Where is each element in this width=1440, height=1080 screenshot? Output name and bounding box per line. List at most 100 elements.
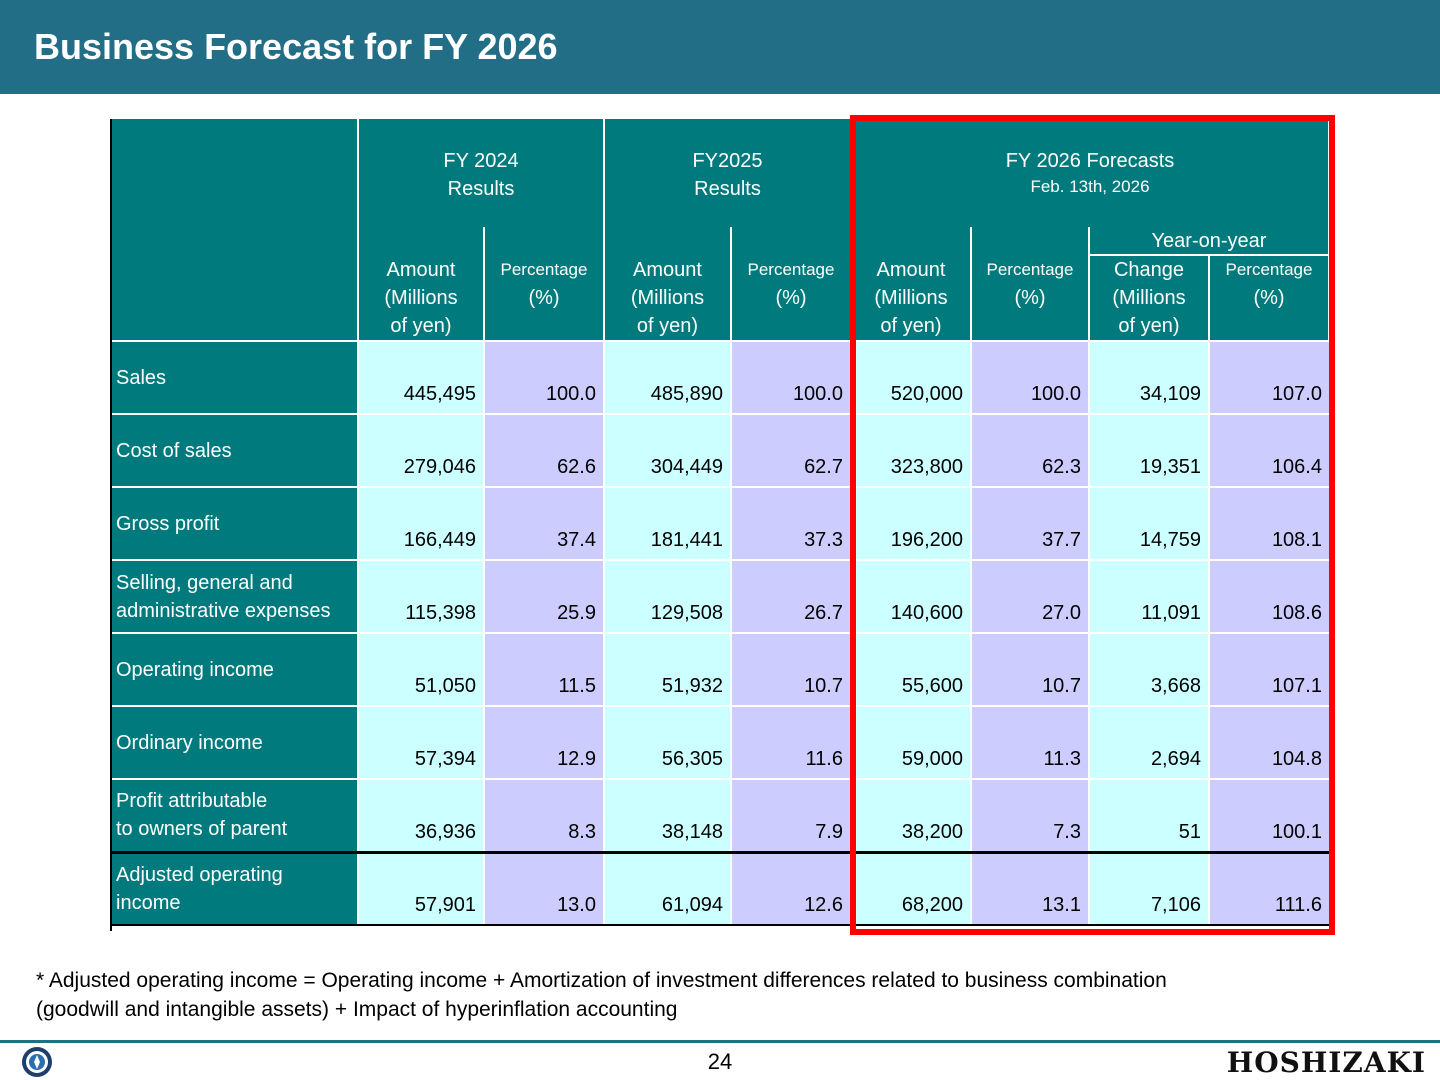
cell-amount: 166,449: [357, 486, 484, 560]
cell-change: 51: [1088, 778, 1209, 852]
cell-percentage: 106.4: [1208, 413, 1329, 487]
table-row: Sales 445,495 100.0 485,890 100.0 520,00…: [111, 340, 1329, 414]
table-row: Profit attributable to owners of parent …: [111, 778, 1329, 852]
cell-change: 3,668: [1088, 632, 1209, 706]
cell-amount: 57,394: [357, 705, 484, 779]
cell-percentage: 107.0: [1208, 340, 1329, 414]
cell-amount: 55,600: [850, 632, 971, 706]
cell-percentage: 111.6: [1208, 850, 1329, 926]
cell-percentage: 100.0: [483, 340, 604, 414]
cell-percentage: 62.6: [483, 413, 604, 487]
cell-percentage: 11.3: [970, 705, 1089, 779]
cell-amount: 38,200: [850, 778, 971, 852]
row-label: Adjusted operating income: [111, 850, 358, 926]
cell-amount: 115,398: [357, 559, 484, 633]
cell-amount: 181,441: [603, 486, 731, 560]
header-amount: Amount (Millions of yen): [358, 227, 485, 341]
header-fy2024: FY 2024 Results: [358, 119, 605, 227]
header-year-on-year: Year-on-year: [1089, 227, 1330, 256]
cell-amount: 61,094: [603, 850, 731, 926]
header-percentage: Percentage (%): [484, 227, 605, 341]
cell-amount: 57,901: [357, 850, 484, 926]
cell-percentage: 62.7: [730, 413, 851, 487]
brand-logo: HOSHIZAKI: [1226, 1046, 1426, 1079]
footnote: * Adjusted operating income = Operating …: [36, 969, 1167, 1021]
cell-amount: 51,932: [603, 632, 731, 706]
cell-change: 19,351: [1088, 413, 1209, 487]
cell-percentage: 27.0: [970, 559, 1089, 633]
row-label: Sales: [111, 340, 358, 414]
cell-amount: 279,046: [357, 413, 484, 487]
row-label: Gross profit: [111, 486, 358, 560]
cell-change: 2,694: [1088, 705, 1209, 779]
cell-amount: 38,148: [603, 778, 731, 852]
cell-percentage: 100.0: [970, 340, 1089, 414]
cell-change: 34,109: [1088, 340, 1209, 414]
cell-percentage: 12.6: [730, 850, 851, 926]
cell-percentage: 108.1: [1208, 486, 1329, 560]
table-left-border: [110, 119, 112, 931]
cell-change: 7,106: [1088, 850, 1209, 926]
header-amount: Amount (Millions of yen): [851, 227, 972, 341]
cell-percentage: 10.7: [970, 632, 1089, 706]
title-bar: Business Forecast for FY 2026: [0, 0, 1440, 94]
cell-percentage: 26.7: [730, 559, 851, 633]
cell-amount: 59,000: [850, 705, 971, 779]
table-row: Operating income 51,050 11.5 51,932 10.7…: [111, 632, 1329, 706]
page-number: 24: [707, 1049, 733, 1074]
cell-amount: 323,800: [850, 413, 971, 487]
cell-percentage: 100.0: [730, 340, 851, 414]
row-label: Cost of sales: [111, 413, 358, 487]
cell-percentage: 25.9: [483, 559, 604, 633]
cell-percentage: 37.3: [730, 486, 851, 560]
row-label: Operating income: [111, 632, 358, 706]
cell-percentage: 13.0: [483, 850, 604, 926]
cell-percentage: 7.9: [730, 778, 851, 852]
table-row: Gross profit 166,449 37.4 181,441 37.3 1…: [111, 486, 1329, 560]
cell-percentage: 108.6: [1208, 559, 1329, 633]
row-label: Ordinary income: [111, 705, 358, 779]
cell-amount: 68,200: [850, 850, 971, 926]
cell-percentage: 104.8: [1208, 705, 1329, 779]
cell-percentage: 107.1: [1208, 632, 1329, 706]
cell-amount: 56,305: [603, 705, 731, 779]
table-row: Adjusted operating income 57,901 13.0 61…: [111, 850, 1329, 926]
cell-percentage: 12.9: [483, 705, 604, 779]
page-title: Business Forecast for FY 2026: [34, 26, 558, 67]
table-row: Ordinary income 57,394 12.9 56,305 11.6 …: [111, 705, 1329, 779]
cell-percentage: 8.3: [483, 778, 604, 852]
cell-percentage: 13.1: [970, 850, 1089, 926]
cell-change: 11,091: [1088, 559, 1209, 633]
table-row: Cost of sales 279,046 62.6 304,449 62.7 …: [111, 413, 1329, 487]
cell-amount: 140,600: [850, 559, 971, 633]
cell-amount: 36,936: [357, 778, 484, 852]
cell-percentage: 37.4: [483, 486, 604, 560]
table-row: Selling, general and administrative expe…: [111, 559, 1329, 633]
cell-amount: 304,449: [603, 413, 731, 487]
company-emblem-icon: [22, 1047, 52, 1077]
cell-change: 14,759: [1088, 486, 1209, 560]
header-percentage: Percentage (%): [971, 227, 1090, 341]
cell-percentage: 37.7: [970, 486, 1089, 560]
cell-percentage: 10.7: [730, 632, 851, 706]
forecast-table: FY 2024 Results FY2025 Results FY 2026 F…: [111, 119, 1330, 926]
cell-percentage: 62.3: [970, 413, 1089, 487]
header-percentage: Percentage (%): [731, 227, 852, 341]
cell-amount: 129,508: [603, 559, 731, 633]
cell-amount: 196,200: [850, 486, 971, 560]
cell-amount: 485,890: [603, 340, 731, 414]
row-label: Selling, general and administrative expe…: [111, 559, 358, 633]
row-label: Profit attributable to owners of parent: [111, 778, 358, 852]
footer-divider: [0, 1040, 1440, 1043]
header-percentage: Percentage (%): [1209, 255, 1330, 341]
header-amount: Amount (Millions of yen): [604, 227, 732, 341]
header-change: Change (Millions of yen): [1089, 255, 1210, 341]
cell-amount: 520,000: [850, 340, 971, 414]
cell-percentage: 11.6: [730, 705, 851, 779]
cell-percentage: 100.1: [1208, 778, 1329, 852]
header-fy2026: FY 2026 Forecasts Feb. 13th, 2026: [851, 119, 1330, 227]
header-fy2025: FY2025 Results: [604, 119, 852, 227]
cell-amount: 445,495: [357, 340, 484, 414]
cell-amount: 51,050: [357, 632, 484, 706]
header-corner: [111, 119, 359, 341]
